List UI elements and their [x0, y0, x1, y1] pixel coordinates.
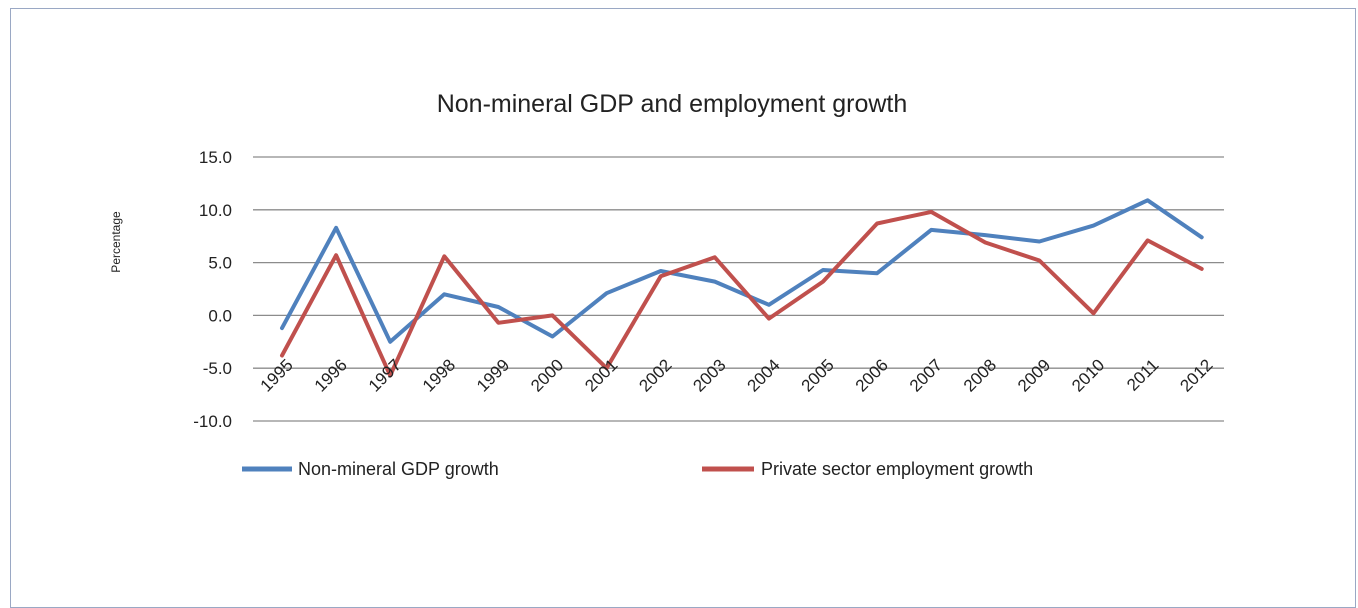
y-tick-label: 15.0	[199, 148, 232, 167]
data-point	[875, 271, 879, 275]
y-tick-label: -10.0	[193, 412, 232, 431]
data-point	[659, 274, 663, 278]
series-lines	[280, 198, 1204, 378]
y-axis-label: Percentage	[109, 211, 123, 273]
data-point	[1037, 258, 1041, 262]
series-line-employment-growth	[280, 209, 1204, 378]
y-tick-label: 10.0	[199, 201, 232, 220]
data-point	[713, 280, 717, 284]
legend: Non-mineral GDP growth Private sector emp…	[242, 459, 1033, 479]
data-point	[875, 222, 879, 226]
x-tick-label: 2005	[798, 355, 838, 395]
x-tick-label: 1996	[311, 355, 351, 395]
data-point	[1092, 224, 1096, 228]
data-point	[388, 340, 392, 344]
data-point	[442, 254, 446, 258]
gridlines	[253, 156, 1224, 422]
data-point	[1092, 311, 1096, 315]
x-axis-ticks: 1995 1996 1997 1998 1999 2000 2001 2002 2003 2004…	[257, 355, 1217, 395]
data-point	[767, 303, 771, 307]
data-point	[929, 228, 933, 232]
chart-title: Non-mineral GDP and employment growth	[437, 90, 908, 118]
x-tick-label: 2001	[581, 355, 621, 395]
x-tick-label: 1998	[419, 355, 459, 395]
x-tick-label: 1997	[365, 355, 405, 395]
data-point	[821, 268, 825, 272]
data-point	[496, 321, 500, 325]
legend-label: Non-mineral GDP growth	[298, 459, 499, 479]
y-tick-label: -5.0	[203, 359, 232, 378]
data-point	[983, 241, 987, 245]
x-tick-label: 2012	[1176, 355, 1216, 395]
data-point	[659, 269, 663, 273]
x-tick-label: 1999	[473, 355, 513, 395]
x-tick-label: 2011	[1123, 355, 1162, 394]
data-point	[1200, 267, 1204, 271]
x-tick-label: 2002	[635, 355, 675, 395]
data-point	[983, 233, 987, 237]
x-tick-label: 2004	[744, 355, 784, 395]
legend-label: Private sector employment growth	[761, 459, 1033, 479]
data-point	[551, 335, 555, 339]
data-point	[929, 210, 933, 214]
data-point	[1146, 198, 1150, 202]
data-point	[442, 292, 446, 296]
x-tick-label: 2008	[960, 355, 1000, 395]
x-tick-label: 2010	[1068, 355, 1108, 395]
data-point	[496, 305, 500, 309]
chart: Non-mineral GDP and employment growth Pe…	[109, 90, 1224, 479]
x-tick-label: 2009	[1014, 355, 1054, 395]
data-point	[1200, 235, 1204, 239]
data-point	[605, 291, 609, 295]
x-tick-label: 2007	[906, 355, 946, 395]
data-point	[1146, 238, 1150, 242]
series-line-gdp-growth	[280, 198, 1204, 344]
x-tick-label: 2006	[852, 355, 892, 395]
data-point	[767, 317, 771, 321]
data-point	[551, 313, 555, 317]
x-tick-label: 2003	[689, 355, 729, 395]
data-point	[334, 226, 338, 230]
data-point	[713, 255, 717, 259]
data-point	[1037, 239, 1041, 243]
data-point	[334, 253, 338, 257]
y-tick-label: 0.0	[208, 306, 232, 325]
data-point	[821, 280, 825, 284]
chart-frame	[10, 8, 1356, 608]
x-tick-label: 1995	[257, 355, 297, 395]
data-point	[280, 326, 284, 330]
x-tick-label: 2000	[527, 355, 567, 395]
y-axis-ticks: 15.0 10.0 5.0 0.0 -5.0 -10.0	[193, 148, 232, 431]
y-tick-label: 5.0	[208, 254, 232, 273]
